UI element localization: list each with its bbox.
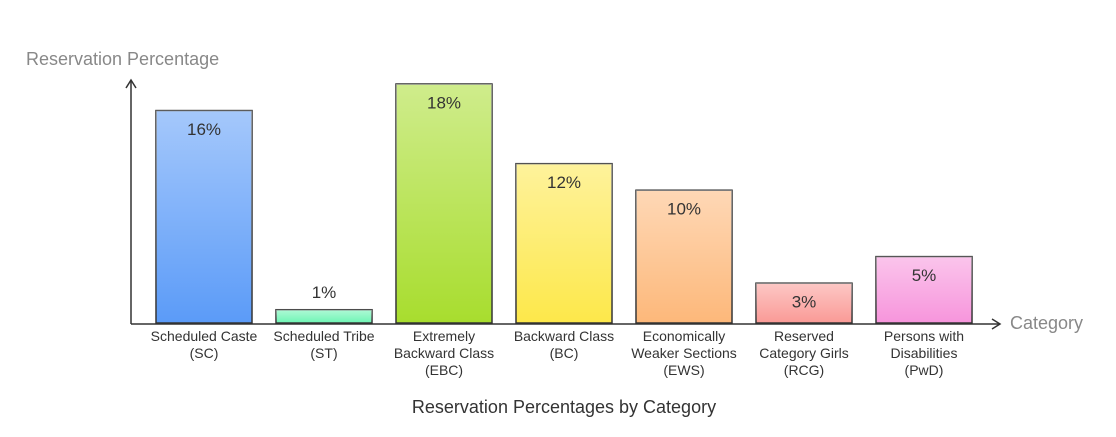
x-axis-label: Category [1010,313,1083,333]
x-tick-label: Economically Weaker Sections (EWS) [631,328,737,378]
x-tick-label: Extremely Backward Class (EBC) [393,328,495,378]
x-tick-label: Scheduled Caste (SC) [150,328,258,361]
chart-title: Reservation Percentages by Category [412,397,716,417]
bar [395,83,493,324]
value-label: 12% [547,173,581,192]
bar [275,308,373,324]
value-label: 16% [187,120,221,139]
value-label: 18% [427,93,461,112]
x-tick-label: Backward Class (BC) [513,328,615,361]
value-label: 3% [792,293,817,312]
x-tick-label: Persons with Disabilities (PwD) [883,328,965,378]
x-tick-label: Reserved Category Girls (RCG) [759,328,849,378]
value-label: 10% [667,200,701,219]
x-tick-label: Scheduled Tribe (ST) [273,328,375,361]
value-label: 1% [312,283,337,302]
bar [155,109,253,324]
y-axis-label: Reservation Percentage [26,49,219,69]
value-label: 5% [912,266,937,285]
